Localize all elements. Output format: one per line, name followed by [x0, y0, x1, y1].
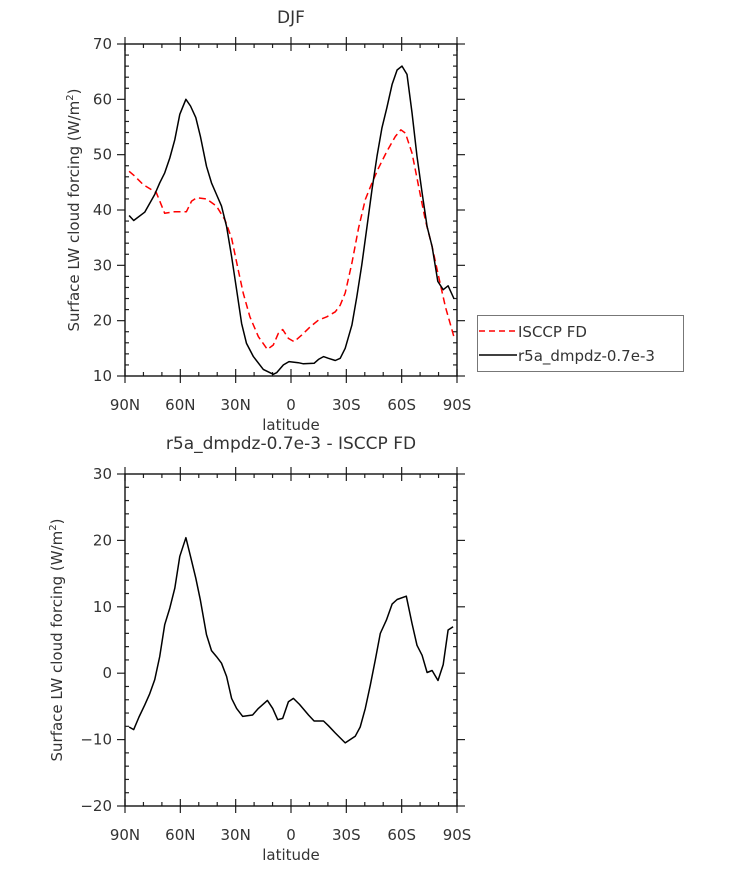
x-axis-label: latitude — [262, 416, 320, 434]
legend: ISCCP FD r5a_dmpdz-0.7e-3 — [477, 315, 684, 372]
x-tick-label: 90N — [110, 396, 140, 414]
y-axis-label: Surface LW cloud forcing (W/m2) — [65, 89, 83, 332]
y-axis-label-close: ) — [65, 89, 83, 95]
y-tick-label: 40 — [93, 201, 112, 219]
y-tick-label: −20 — [80, 797, 112, 815]
x-tick-label: 60S — [387, 396, 416, 414]
y-axis-label-sup: 2 — [65, 94, 76, 100]
y-tick-label: −10 — [80, 731, 112, 749]
y-axis-label: Surface LW cloud forcing (W/m2) — [48, 519, 66, 762]
y-tick-label: 70 — [93, 35, 112, 53]
y-axis-label-close: ) — [48, 519, 66, 525]
chart-title: r5a_dmpdz-0.7e-3 - ISCCP FD — [166, 434, 416, 454]
x-axis-label: latitude — [262, 846, 320, 864]
y-tick-label: 0 — [102, 664, 112, 682]
y-tick-label: 10 — [93, 598, 112, 616]
y-tick-label: 50 — [93, 146, 112, 164]
x-tick-label: 0 — [286, 826, 296, 844]
x-tick-label: 90N — [110, 826, 140, 844]
x-tick-label: 30S — [332, 396, 361, 414]
x-tick-label: 90S — [443, 826, 472, 844]
series-line-r5a-dmpdz-0-7e-3 — [128, 65, 455, 376]
y-axis-label-main: Surface LW cloud forcing (W/m — [48, 531, 66, 762]
y-axis-label-sup: 2 — [48, 524, 59, 530]
y-tick-label: 30 — [93, 256, 112, 274]
x-tick-label: 30N — [221, 826, 251, 844]
y-tick-label: 30 — [93, 465, 112, 483]
bottom-panel-difference: r5a_dmpdz-0.7e-3 - ISCCP FD latitude Sur… — [48, 434, 471, 864]
x-tick-label: 90S — [443, 396, 472, 414]
x-tick-label: 30S — [332, 826, 361, 844]
x-tick-label: 0 — [286, 396, 296, 414]
x-tick-label: 30N — [221, 396, 251, 414]
y-axis-label-main: Surface LW cloud forcing (W/m — [65, 101, 83, 332]
legend-label-model: r5a_dmpdz-0.7e-3 — [518, 347, 655, 366]
plot-frame — [124, 43, 458, 377]
series-line-r5a-dmpdz-0-7e-3-isccp-fd — [128, 536, 454, 744]
y-tick-label: 10 — [93, 367, 112, 385]
y-tick-label: 60 — [93, 90, 112, 108]
series-line-isccp-fd — [128, 129, 455, 351]
x-tick-label: 60N — [165, 396, 195, 414]
x-tick-label: 60S — [387, 826, 416, 844]
y-tick-label: 20 — [93, 312, 112, 330]
legend-box — [477, 315, 684, 372]
plot-frame — [124, 473, 458, 807]
chart-title: DJF — [277, 8, 305, 28]
legend-label-isccp-fd: ISCCP FD — [518, 323, 587, 341]
y-tick-label: 20 — [93, 531, 112, 549]
top-panel-djf: DJF latitude Surface LW cloud forcing (W… — [65, 8, 471, 434]
x-tick-label: 60N — [165, 826, 195, 844]
